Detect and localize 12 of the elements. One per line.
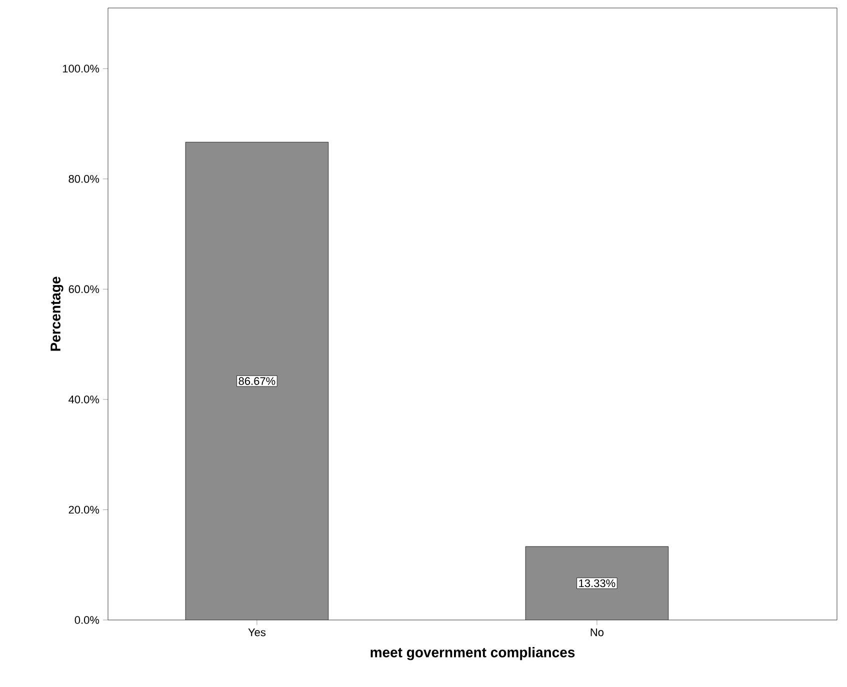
y-tick-label: 80.0% [68,175,100,183]
y-tick-label: 20.0% [68,506,100,514]
x-tick-label: No [590,628,604,636]
y-tick-label: 0.0% [74,616,100,624]
y-tick-label: 60.0% [68,285,100,294]
y-tick-label: 100.0% [62,64,100,73]
y-axis-title: Percentage [50,276,64,351]
data-label: 13.33% [579,579,616,588]
data-label: 86.67% [238,377,276,385]
y-tick-label: 40.0% [68,396,100,404]
x-axis-title: meet government compliances [370,647,575,660]
x-tick-label: Yes [248,628,266,636]
